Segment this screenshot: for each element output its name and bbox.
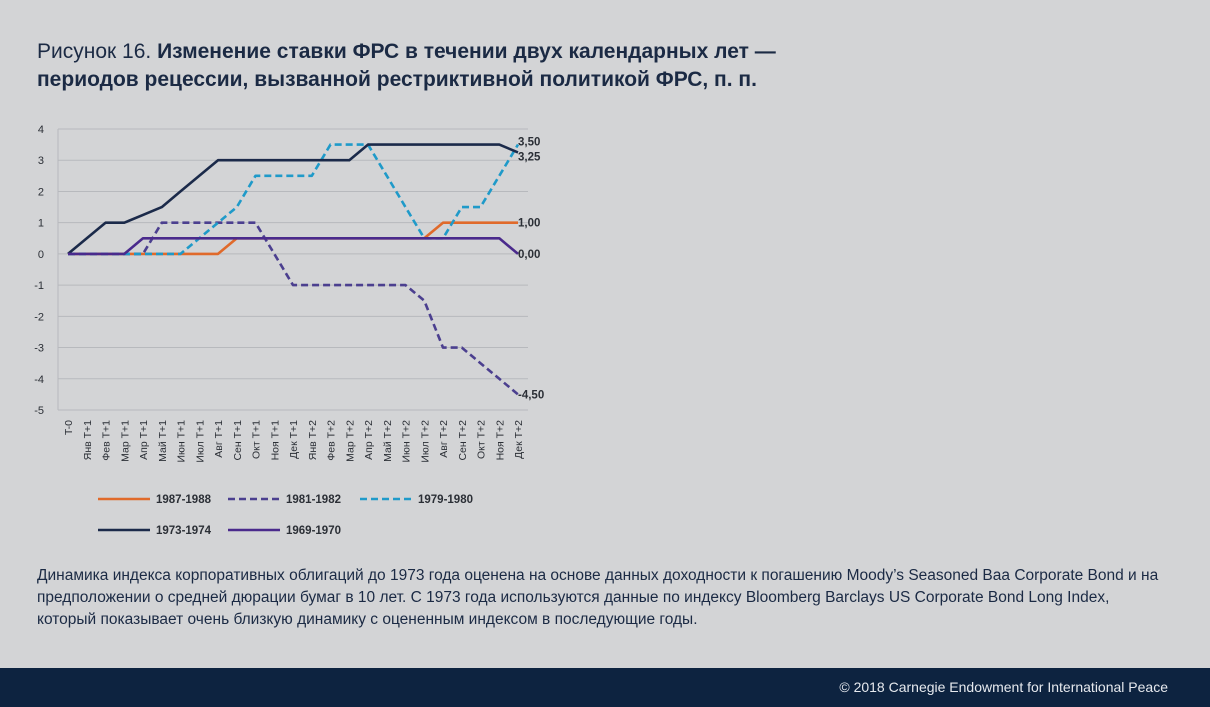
legend-label: 1987-1988 [156,494,212,506]
end-labels: 3,50 3,25 1,00 0,00 -4,50 [518,137,544,402]
x-tick-label: Июн T+2 [401,420,413,463]
x-tick-label: Окт T+2 [476,420,488,459]
figure-label: Рисунок 16. [37,40,152,63]
x-tick-label: Мар T+1 [119,420,131,462]
y-tick-label: 0 [38,249,44,261]
series-line-1973-1974 [67,143,519,255]
x-tick-label: Апр T+1 [138,420,150,460]
chart-legend: 1987-1988 1981-1982 1979-1980 1973-1974 1969… [98,494,473,537]
end-label: 3,25 [518,151,541,163]
figure-title: Рисунок 16. Изменение ставки ФРС в течен… [37,38,937,94]
x-axis: T-0 Янв T+1 Фев T+1 Мар T+1 Апр T+1 Май T+1 Ию… [63,420,525,463]
footer-bar: © 2018 Carnegie Endowment for Internatio… [0,668,1210,707]
x-tick-label: Сен T+1 [232,420,244,461]
figure-title-line2: периодов рецессии, вызванной рестриктивн… [37,68,757,91]
end-label: 3,50 [518,137,540,149]
legend-label: 1969-1970 [286,525,341,537]
x-tick-label: Июл T+1 [194,420,206,463]
figure-title-line1: Изменение ставки ФРС в течении двух кале… [157,40,776,63]
x-tick-label: Май T+1 [157,420,169,462]
x-tick-label: Апр T+2 [363,420,375,460]
x-tick-label: Дек T+2 [513,420,525,459]
copyright-text: © 2018 Carnegie Endowment for Internatio… [839,679,1168,695]
x-tick-label: Янв T+1 [82,420,94,460]
line-chart: 4 3 2 1 0 -1 -2 -3 -4 -5 T-0 Янв T+1 Фев T+1 Мар T+1… [34,124,544,537]
y-tick-label: 4 [38,124,44,136]
x-tick-label: Авг T+2 [438,420,450,458]
legend-label: 1981-1982 [286,494,341,506]
end-label: -4,50 [518,389,544,401]
chart-series [67,143,520,396]
y-tick-label: 3 [38,155,44,167]
y-axis: 4 3 2 1 0 -1 -2 -3 -4 -5 [34,124,44,417]
series-line-1979-1980 [68,143,520,256]
x-tick-label: Июн T+1 [176,420,188,463]
y-tick-label: -1 [34,280,44,292]
chart-note: Динамика индекса корпоративных облигаций… [37,567,1159,628]
y-tick-label: -3 [34,343,44,355]
y-tick-label: -5 [34,405,44,417]
end-label: 0,00 [518,249,540,261]
x-tick-label: Ноя T+2 [494,420,506,461]
x-tick-label: Мар T+2 [344,420,356,462]
end-label: 1,00 [518,218,540,230]
legend-label: 1979-1980 [418,494,473,506]
y-tick-label: -2 [34,311,44,323]
x-tick-label: Фев T+2 [326,420,338,461]
x-tick-label: Дек T+1 [288,420,300,459]
y-tick-label: -4 [34,374,44,386]
x-tick-label: Окт T+1 [251,420,263,459]
x-tick-label: Фев T+1 [101,420,113,461]
y-tick-label: 1 [38,218,44,230]
x-tick-label: Сен T+2 [457,420,469,461]
y-tick-label: 2 [38,186,44,198]
series-line-1981-1982 [68,221,519,396]
legend-label: 1973-1974 [156,525,212,537]
x-tick-label: Авг T+1 [213,420,225,458]
x-tick-label: Ноя T+1 [269,420,281,461]
x-tick-label: T-0 [63,420,75,435]
chart-grid [57,128,528,411]
x-tick-label: Июл T+2 [419,420,431,463]
x-tick-label: Май T+2 [382,420,394,462]
x-tick-label: Янв T+2 [307,420,319,460]
series-line-1969-1970 [68,237,519,256]
